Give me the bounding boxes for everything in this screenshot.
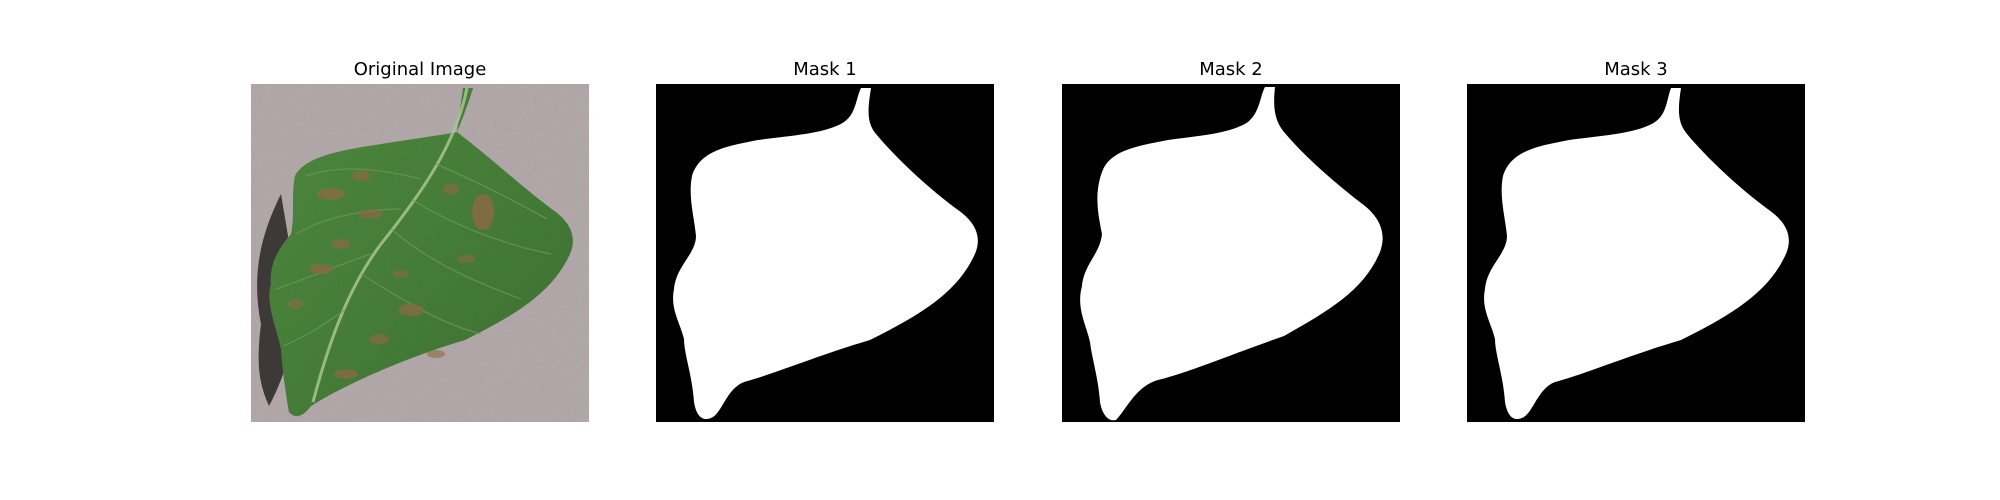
panel-title: Mask 2: [1062, 58, 1400, 82]
panel-title: Mask 1: [656, 58, 994, 82]
original-leaf-image: [251, 84, 589, 422]
panel-title: Original Image: [251, 58, 589, 82]
panel-title: Mask 3: [1467, 58, 1805, 82]
mask-3-image: [1467, 84, 1805, 422]
mask-2-image: [1062, 84, 1400, 422]
mask-1-image: [656, 84, 994, 422]
